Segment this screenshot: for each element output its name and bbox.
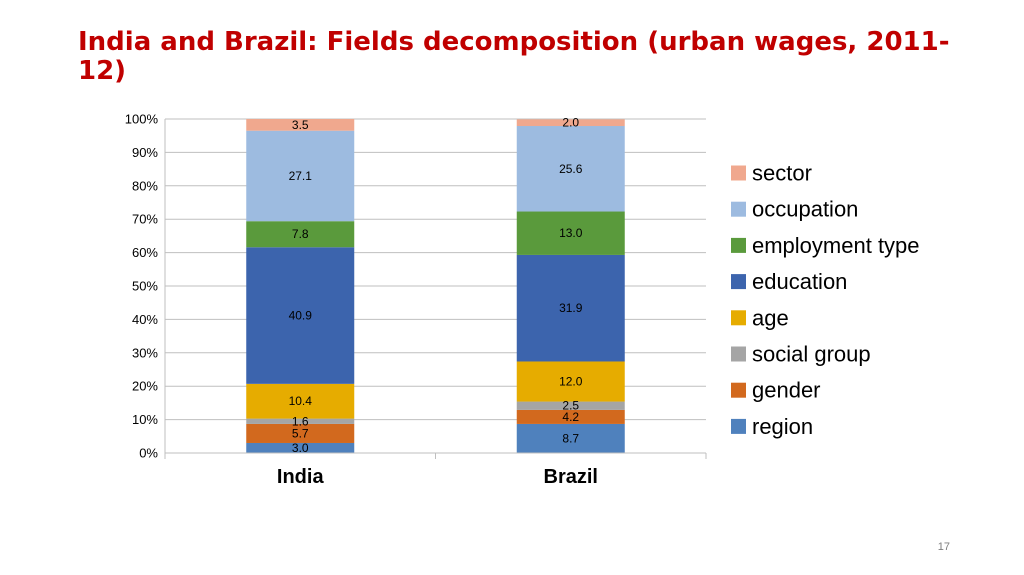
data-label: 40.9: [289, 309, 313, 323]
bar-segment: [516, 119, 625, 127]
legend-swatch: [731, 165, 746, 181]
legend-label: region: [752, 414, 813, 439]
legend-label: employment type: [752, 233, 920, 258]
legend-label: education: [752, 269, 847, 294]
legend-swatch: [731, 418, 746, 434]
legend-swatch: [731, 382, 746, 398]
data-label: 27.1: [289, 169, 313, 183]
y-tick-label: 20%: [132, 379, 158, 394]
data-label: 31.9: [559, 301, 583, 315]
data-label: 4.2: [562, 410, 579, 424]
bar-segment: [516, 254, 625, 362]
bar-segment: [246, 423, 355, 443]
y-tick-label: 10%: [132, 412, 158, 427]
data-label: 2.5: [562, 399, 579, 413]
bar-segment: [516, 409, 625, 424]
legend-swatch: [731, 346, 746, 362]
legend-label: occupation: [752, 197, 858, 222]
slide-number: 17: [937, 541, 950, 553]
legend-swatch: [731, 201, 746, 217]
data-label: 8.7: [562, 431, 579, 445]
data-label: 5.7: [292, 426, 309, 440]
y-tick-label: 40%: [132, 312, 158, 327]
legend-label: gender: [752, 378, 821, 403]
y-tick-label: 90%: [132, 145, 158, 160]
data-label: 3.5: [292, 118, 309, 132]
bar-segment: [246, 247, 355, 384]
x-category-label: Brazil: [544, 466, 598, 488]
slide-title: India and Brazil: Fields decomposition (…: [78, 27, 950, 86]
x-category-label: India: [277, 466, 325, 488]
y-tick-label: 60%: [132, 245, 158, 260]
axes: 0% 10% 20% 30% 40% 50% 60% 70% 80% 90% 100% India Br…: [125, 112, 707, 488]
bar-segment: [246, 221, 355, 248]
legend-swatch: [731, 274, 746, 290]
bar-segment: [516, 361, 625, 402]
legend-label: social group: [752, 342, 871, 367]
y-tick-label: 80%: [132, 178, 158, 193]
bar-segment: [246, 442, 355, 453]
bar-segments: [246, 119, 625, 453]
gridlines: [165, 118, 706, 421]
bar-segment: [516, 126, 625, 212]
y-tick-label: 100%: [125, 112, 159, 127]
legend-label: sector: [752, 161, 812, 186]
y-tick-label: 30%: [132, 345, 158, 360]
bar-segment: [516, 423, 625, 453]
bar-segment: [516, 211, 625, 255]
bar-segment: [516, 401, 625, 410]
legend-swatch: [731, 310, 746, 326]
data-label: 2.0: [562, 116, 579, 130]
bar-segment: [246, 119, 355, 131]
y-tick-label: 0%: [139, 446, 158, 461]
bar-segment: [246, 383, 355, 419]
data-label: 10.4: [289, 394, 313, 408]
data-labels: 3.05.71.6 10.4 40.9 7.8 27.1 3.5 8.7 4.22.5 12.0…: [289, 116, 583, 455]
data-label: 1.6: [292, 414, 309, 428]
legend-swatch: [731, 237, 746, 253]
data-label: 7.8: [292, 227, 309, 241]
data-label: 3.0: [292, 441, 309, 455]
y-tick-label: 70%: [132, 212, 158, 227]
bar-segment: [246, 418, 355, 424]
legend: sector occupation employment type education…: [731, 161, 920, 439]
data-label: 13.0: [559, 226, 583, 240]
bar-segment: [246, 130, 355, 222]
data-label: 25.6: [559, 162, 583, 176]
data-label: 12.0: [559, 375, 583, 389]
y-tick-label: 50%: [132, 279, 158, 294]
legend-label: age: [752, 305, 789, 330]
